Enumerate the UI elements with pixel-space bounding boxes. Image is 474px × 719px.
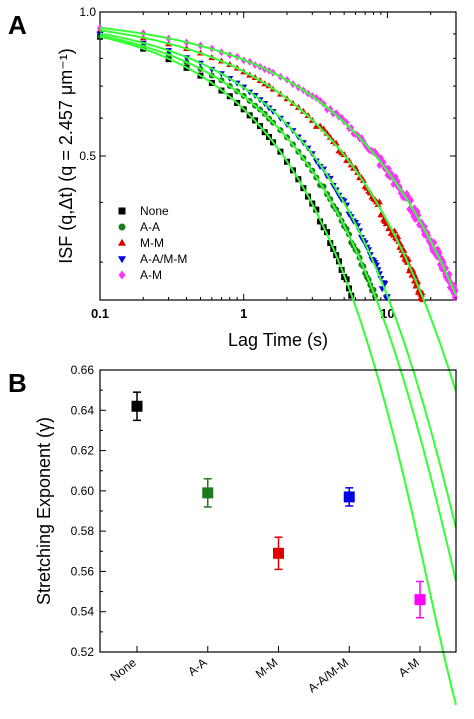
data-point bbox=[372, 147, 379, 156]
point-a-a bbox=[202, 478, 214, 508]
data-point bbox=[343, 491, 355, 503]
data-point bbox=[131, 400, 143, 412]
point-a-m bbox=[414, 580, 426, 619]
data-point bbox=[431, 238, 438, 247]
data-point bbox=[326, 133, 334, 140]
legend-marker bbox=[117, 238, 127, 246]
series-none bbox=[97, 33, 355, 299]
x-tick-label: 0.1 bbox=[91, 306, 109, 321]
x-tick-label: 1 bbox=[240, 306, 247, 321]
legend-marker bbox=[118, 270, 126, 280]
y-tick-label: 0.58 bbox=[71, 524, 95, 538]
panel-b-label: B bbox=[8, 368, 27, 398]
x-tick-label: A-M bbox=[396, 655, 422, 680]
y-tick-label: 0.66 bbox=[71, 363, 95, 377]
panel-a-label: A bbox=[8, 10, 27, 40]
legend-marker bbox=[118, 207, 126, 215]
y-tick-label: 0.52 bbox=[71, 645, 95, 659]
fit-line bbox=[99, 34, 457, 582]
x-tick-label: A-A bbox=[185, 655, 209, 678]
data-point bbox=[377, 154, 384, 162]
point-a-a-m-m bbox=[343, 487, 355, 507]
data-point bbox=[313, 206, 320, 213]
y-tick-label: 0.5 bbox=[79, 149, 96, 163]
data-point bbox=[312, 158, 320, 165]
data-point bbox=[333, 109, 340, 117]
y-tick-label: 0.64 bbox=[71, 403, 95, 417]
isf-axes: 0.1 1 100.51.0 bbox=[79, 5, 457, 321]
x-tick-label: None bbox=[108, 655, 139, 684]
fit-line bbox=[99, 32, 457, 529]
isf-x-axis-title: Lag Time (s) bbox=[228, 330, 328, 350]
y-tick-label: 1.0 bbox=[79, 5, 96, 19]
point-none bbox=[131, 391, 143, 422]
data-point bbox=[202, 487, 214, 499]
gamma-axes: 0.52 0.54 0.56 0.58 0.60 0.62 0.64 0.66 None A-A M… bbox=[71, 363, 422, 696]
data-point bbox=[338, 113, 345, 122]
legend-label: A-A/M-M bbox=[140, 252, 187, 266]
legend-label: A-A bbox=[140, 220, 160, 234]
legend-label: None bbox=[140, 204, 169, 218]
fit-line bbox=[99, 29, 457, 392]
data-point bbox=[273, 547, 284, 559]
gamma-plot-frame bbox=[99, 369, 457, 653]
x-tick-label: M-M bbox=[253, 655, 281, 681]
data-point bbox=[403, 189, 410, 198]
legend-label: M-M bbox=[140, 236, 164, 250]
y-tick-label: 0.60 bbox=[71, 484, 95, 498]
data-point bbox=[381, 281, 389, 288]
legend-label: A-M bbox=[140, 268, 162, 282]
stretching-exponent-chart: 0.52 0.54 0.56 0.58 0.60 0.62 0.64 0.66 None A-A M… bbox=[34, 363, 457, 696]
gamma-y-axis-title: Stretching Exponent (γ) bbox=[34, 417, 54, 605]
isf-fit-lines bbox=[99, 26, 457, 706]
isf-y-axis-title: ISF (q,Δt) (q = 2.457 μm⁻¹) bbox=[56, 48, 76, 263]
isf-legend: None A-A M-M A-A/M-M A-M bbox=[117, 204, 187, 282]
y-tick-label: 0.54 bbox=[71, 605, 95, 619]
legend-marker bbox=[117, 256, 127, 264]
point-m-m bbox=[273, 536, 284, 571]
data-point bbox=[316, 163, 324, 170]
x-tick-label: A-A/M-M bbox=[305, 655, 351, 695]
legend-marker bbox=[118, 223, 126, 231]
y-tick-label: 0.56 bbox=[71, 564, 95, 578]
fit-line bbox=[99, 35, 457, 706]
data-point bbox=[385, 164, 392, 173]
gamma-data-points bbox=[131, 391, 426, 619]
y-tick-label: 0.62 bbox=[71, 444, 95, 458]
data-point bbox=[414, 594, 426, 606]
fit-line bbox=[99, 26, 457, 296]
